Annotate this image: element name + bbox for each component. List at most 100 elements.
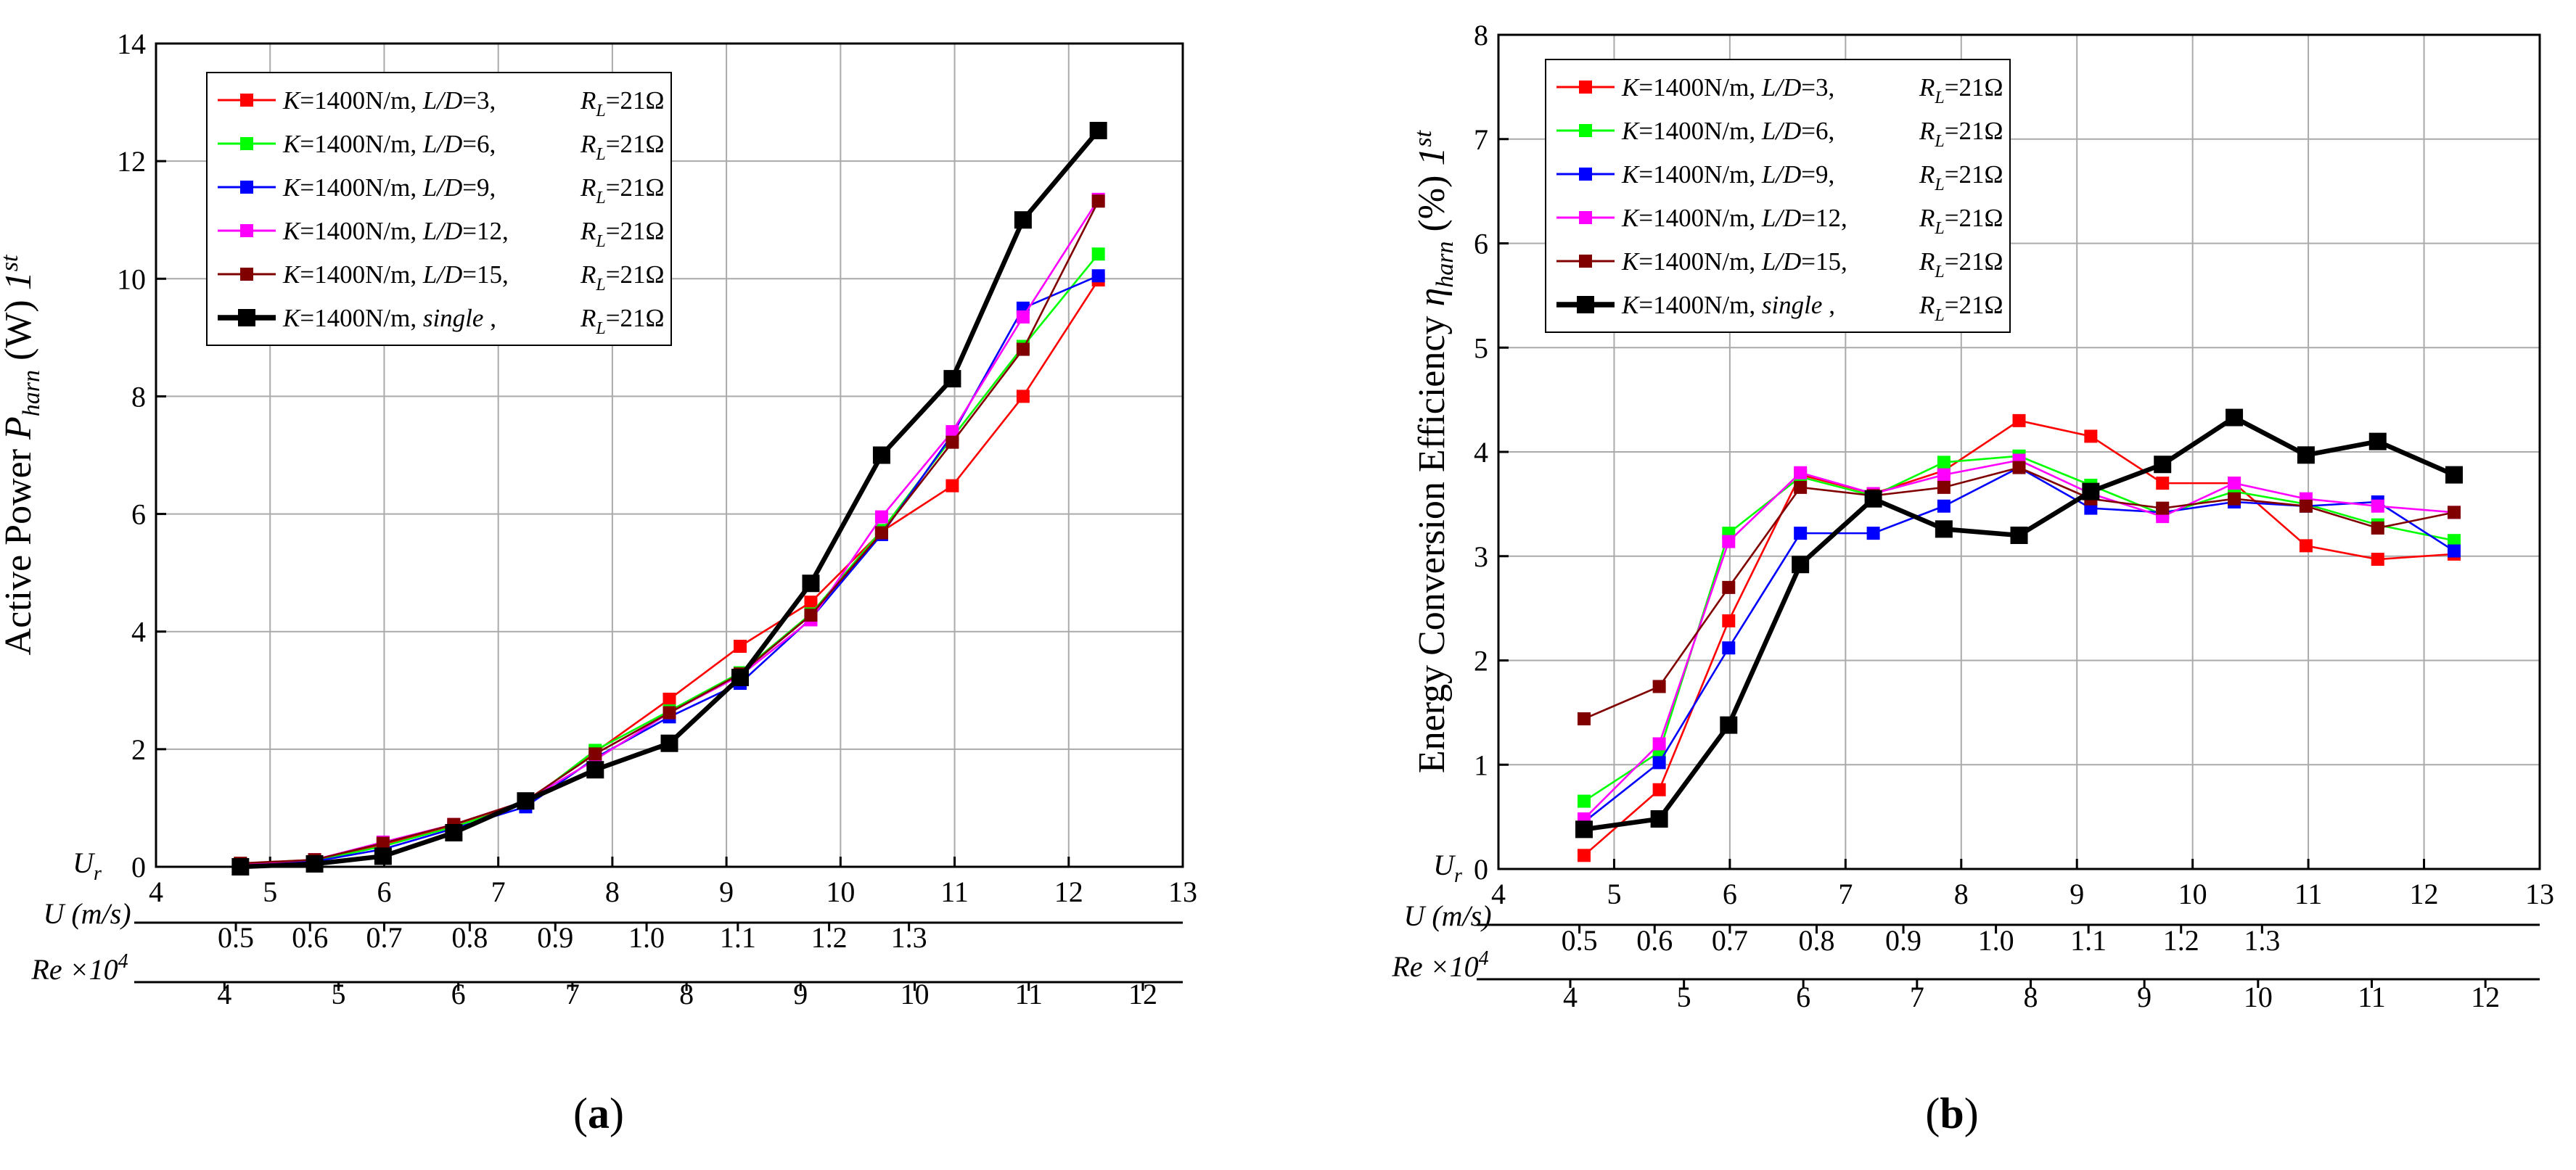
data-point <box>2368 432 2387 450</box>
y-tick-label: 5 <box>1474 331 1488 364</box>
u-axis-tick-label: 0.5 <box>1562 924 1598 957</box>
re-axis-label: Re ×104 <box>1391 947 1488 983</box>
y-axis-label-unit: (%) <box>1411 166 1453 242</box>
y-tick-label: 7 <box>1474 123 1488 156</box>
data-point <box>1792 556 1810 574</box>
legend-ld: L/D <box>1761 117 1801 145</box>
u-axis-tick-label: 0.9 <box>537 921 573 954</box>
data-point <box>2154 456 2172 474</box>
ur-label-u: U <box>1433 849 1456 881</box>
data-point <box>1652 737 1666 751</box>
legend-swatch-marker <box>240 181 253 194</box>
data-point <box>872 446 890 464</box>
legend-end: =21Ω <box>606 173 665 202</box>
re-axis-tick-label: 6 <box>1796 981 1810 1013</box>
re-axis-tick-label: 7 <box>565 978 580 1010</box>
re-axis-tick-label: 10 <box>901 978 930 1010</box>
data-point <box>1650 810 1668 828</box>
legend-r: R <box>580 86 596 115</box>
y-axis-label-sup: st <box>0 254 23 271</box>
data-point <box>1652 756 1666 770</box>
legend-mid: =1400N/m, <box>1638 291 1761 319</box>
legend-entry: K=1400N/m, L/D=6, RL=21Ω <box>282 130 665 164</box>
legend-ld: L/D <box>1761 247 1801 276</box>
x-tick-label: 8 <box>605 876 620 908</box>
legend-r-sub: L <box>595 232 605 251</box>
x-tick-label: 7 <box>491 876 506 908</box>
data-point <box>445 823 463 841</box>
series-line-2 <box>240 275 1099 866</box>
legend-mid: =1400N/m, <box>300 173 422 202</box>
legend-ld: L/D <box>1761 160 1801 189</box>
re-axis-tick-label: 9 <box>2137 981 2152 1013</box>
legend-r-sub: L <box>1934 263 1944 281</box>
re-axis-label-main: Re ×10 <box>1391 950 1478 983</box>
legend-end: =21Ω <box>606 260 665 289</box>
legend-r: R <box>1919 247 1935 276</box>
legend-swatch-marker <box>240 224 253 237</box>
u-axis-tick-label: 0.6 <box>292 921 328 954</box>
legend-swatch-marker <box>240 137 253 150</box>
panel-label-open: ( <box>573 1089 588 1137</box>
data-point <box>2010 527 2028 544</box>
y-tick-label: 10 <box>117 263 146 295</box>
u-axis-tick-label: 0.8 <box>1798 924 1834 957</box>
legend-mid: =1400N/m, <box>300 260 422 289</box>
data-point <box>943 370 961 388</box>
data-point <box>1722 641 1736 655</box>
data-point <box>1720 716 1738 734</box>
legend-r-sub: L <box>595 145 605 164</box>
data-point <box>946 479 959 493</box>
series-line-1 <box>1583 455 2455 802</box>
re-axis-label-sup: 4 <box>1479 947 1489 970</box>
legend-swatch-marker <box>240 268 253 281</box>
y-tick-label: 6 <box>131 498 146 531</box>
y-tick-label: 6 <box>1474 228 1488 260</box>
data-point <box>804 596 818 609</box>
legend-ld: L/D <box>422 173 462 202</box>
data-point <box>1016 310 1030 324</box>
u-axis-tick-label: 1.3 <box>2244 924 2280 957</box>
legend-end: =21Ω <box>1945 117 2003 145</box>
legend-k: K <box>1621 204 1640 232</box>
ur-label: Ur <box>1433 849 1462 887</box>
legend-ld: L/D <box>422 217 462 245</box>
legend-r: R <box>580 173 596 202</box>
data-point <box>2228 492 2241 506</box>
y-axis-label-symbol: P <box>0 416 39 440</box>
x-tick-label: 4 <box>149 876 163 908</box>
legend-r-sub: L <box>1934 176 1944 194</box>
y-axis-label-sub: harn <box>18 370 45 416</box>
panel-label-close: ) <box>610 1089 624 1137</box>
data-point <box>2228 477 2241 490</box>
x-tick-label: 5 <box>1607 878 1621 910</box>
x-tick-label: 12 <box>2410 878 2439 910</box>
data-point <box>2371 553 2384 567</box>
legend-k: K <box>282 173 301 202</box>
data-point <box>1652 783 1666 796</box>
y-axis-label-text: Energy Conversion Efficiency <box>1411 307 1453 774</box>
legend-r: R <box>580 260 596 289</box>
y-axis-label: Energy Conversion Efficiency ηharn (%) 1… <box>1410 129 1459 773</box>
legend-end: =21Ω <box>606 304 665 332</box>
legend-val: , <box>483 304 496 332</box>
y-tick-label: 14 <box>117 28 146 60</box>
panel-label: (b) <box>1925 1089 1978 1137</box>
legend-entry: K=1400N/m, single , RL=21Ω <box>1621 291 2003 325</box>
y-tick-label: 2 <box>131 733 146 766</box>
legend-swatch-marker <box>240 94 253 107</box>
u-axis-tick-label: 1.0 <box>628 921 665 954</box>
y-axis-label-sub: harn <box>1432 242 1459 288</box>
y-tick-label: 2 <box>1474 645 1488 677</box>
x-tick-label: 11 <box>940 876 969 908</box>
legend-entry: K=1400N/m, L/D=3, RL=21Ω <box>282 86 665 120</box>
data-point <box>1935 520 1953 538</box>
legend-end: =21Ω <box>1945 247 2003 276</box>
legend-r-sub: L <box>595 102 605 120</box>
data-point <box>802 574 820 593</box>
x-tick-label: 6 <box>1723 878 1737 910</box>
legend-val: =15, <box>1801 247 1847 276</box>
data-point <box>1722 614 1736 627</box>
re-axis-label: Re ×104 <box>30 950 128 986</box>
data-point <box>1016 342 1030 356</box>
